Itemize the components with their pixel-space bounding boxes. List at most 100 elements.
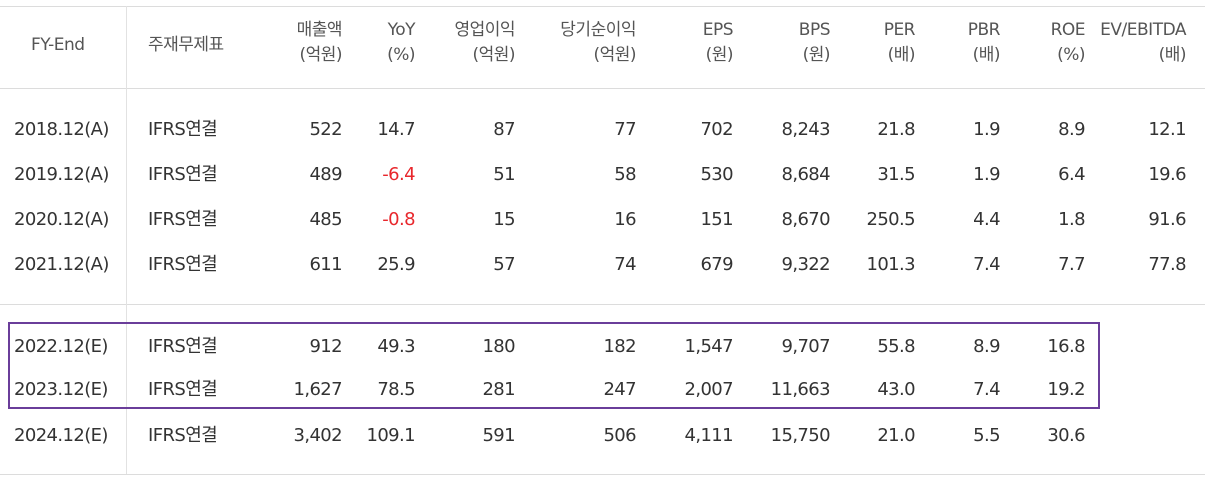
row-bps: 9,322 bbox=[781, 254, 830, 275]
row-per: 31.5 bbox=[877, 164, 915, 185]
header-yoy-unit: (%) bbox=[387, 45, 415, 65]
row-yoy: 25.9 bbox=[377, 254, 415, 275]
row-yoy-negative: -6.4 bbox=[382, 164, 415, 185]
row-per: 43.0 bbox=[877, 379, 915, 400]
header-fy-end-label: FY-End bbox=[31, 35, 85, 55]
row-op-income: 87 bbox=[493, 119, 515, 140]
row-roe: 19.2 bbox=[1047, 379, 1085, 400]
row-statement: IFRS연결 bbox=[148, 336, 218, 357]
row-roe: 30.6 bbox=[1047, 425, 1085, 446]
row-net-income: 58 bbox=[614, 164, 636, 185]
header-eps: EPS (원) bbox=[660, 18, 734, 78]
header-net-income-unit: (억원) bbox=[593, 45, 636, 65]
row-revenue: 912 bbox=[309, 336, 342, 357]
row-statement: IFRS연결 bbox=[148, 254, 218, 275]
row-per: 21.8 bbox=[877, 119, 915, 140]
row-pbr: 1.9 bbox=[973, 164, 1000, 185]
row-pbr: 4.4 bbox=[973, 209, 1000, 230]
row-eps: 679 bbox=[700, 254, 733, 275]
row-pbr: 8.9 bbox=[973, 336, 1000, 357]
row-eps: 4,111 bbox=[684, 425, 733, 446]
table-bottom-rule bbox=[0, 474, 1205, 475]
row-op-income: 591 bbox=[482, 425, 515, 446]
row-roe: 7.7 bbox=[1058, 254, 1085, 275]
header-op-income-unit: (억원) bbox=[472, 45, 515, 65]
row-roe: 6.4 bbox=[1058, 164, 1085, 185]
row-pbr: 7.4 bbox=[973, 254, 1000, 275]
row-ev-ebitda: 12.1 bbox=[1148, 119, 1186, 140]
header-net-income-label: 당기순이익 bbox=[560, 20, 636, 40]
row-revenue: 522 bbox=[309, 119, 342, 140]
header-roe-unit: (%) bbox=[1057, 45, 1085, 65]
row-op-income: 51 bbox=[493, 164, 515, 185]
header-roe-label: ROE bbox=[1050, 20, 1086, 40]
header-ev-ebitda-label: EV/EBITDA bbox=[1100, 20, 1186, 40]
row-statement: IFRS연결 bbox=[148, 164, 218, 185]
header-net-income: 당기순이익 (억원) bbox=[520, 18, 636, 78]
row-statement: IFRS연결 bbox=[148, 119, 218, 140]
row-net-income: 74 bbox=[614, 254, 636, 275]
row-op-income: 180 bbox=[482, 336, 515, 357]
header-per-unit: (배) bbox=[887, 45, 916, 65]
header-bps: BPS (원) bbox=[755, 18, 831, 78]
row-yoy: 109.1 bbox=[366, 425, 415, 446]
header-op-income: 영업이익 (억원) bbox=[420, 18, 515, 78]
row-bps: 9,707 bbox=[781, 336, 830, 357]
row-fy: 2023.12(E) bbox=[14, 379, 108, 400]
row-per: 55.8 bbox=[877, 336, 915, 357]
row-ev-ebitda: 91.6 bbox=[1148, 209, 1186, 230]
row-per: 21.0 bbox=[877, 425, 915, 446]
row-revenue: 3,402 bbox=[293, 425, 342, 446]
header-bps-unit: (원) bbox=[802, 45, 831, 65]
row-ev-ebitda bbox=[1090, 421, 1186, 451]
row-fy: 2024.12(E) bbox=[14, 425, 108, 446]
row-net-income: 77 bbox=[614, 119, 636, 140]
row-ev-ebitda bbox=[1090, 375, 1186, 405]
row-fy: 2022.12(E) bbox=[14, 336, 108, 357]
header-ev-ebitda-unit: (배) bbox=[1158, 45, 1187, 65]
row-bps: 8,243 bbox=[781, 119, 830, 140]
row-pbr: 5.5 bbox=[973, 425, 1000, 446]
row-bps: 8,684 bbox=[781, 164, 830, 185]
row-roe: 16.8 bbox=[1047, 336, 1085, 357]
row-per: 250.5 bbox=[866, 209, 915, 230]
row-ev-ebitda bbox=[1090, 332, 1186, 362]
header-op-income-label: 영업이익 bbox=[454, 20, 515, 40]
header-fy-end: FY-End bbox=[31, 33, 85, 93]
first-column-divider bbox=[126, 6, 127, 474]
row-bps: 8,670 bbox=[781, 209, 830, 230]
row-revenue: 611 bbox=[309, 254, 342, 275]
header-pbr-label: PBR bbox=[967, 20, 1001, 40]
row-statement: IFRS연결 bbox=[148, 379, 218, 400]
header-main-statement-label: 주재무제표 bbox=[148, 35, 224, 55]
row-eps: 2,007 bbox=[684, 379, 733, 400]
header-revenue-label: 매출액 bbox=[296, 20, 343, 40]
row-statement: IFRS연결 bbox=[148, 425, 218, 446]
row-ev-ebitda: 19.6 bbox=[1148, 164, 1186, 185]
header-bottom-rule bbox=[0, 88, 1205, 89]
row-net-income: 247 bbox=[603, 379, 636, 400]
row-revenue: 1,627 bbox=[293, 379, 342, 400]
header-pbr: PBR (배) bbox=[925, 18, 1001, 78]
table-top-rule bbox=[0, 6, 1205, 7]
header-roe: ROE (%) bbox=[1010, 18, 1086, 78]
actual-estimate-divider bbox=[0, 304, 1205, 305]
row-bps: 11,663 bbox=[770, 379, 831, 400]
header-ev-ebitda: EV/EBITDA (배) bbox=[1090, 18, 1186, 78]
row-net-income: 182 bbox=[603, 336, 636, 357]
row-fy: 2020.12(A) bbox=[14, 209, 109, 230]
header-eps-label: EPS bbox=[702, 20, 734, 40]
header-bps-label: BPS bbox=[798, 20, 831, 40]
row-ev-ebitda: 77.8 bbox=[1148, 254, 1186, 275]
row-revenue: 485 bbox=[309, 209, 342, 230]
header-yoy-label: YoY bbox=[387, 20, 416, 40]
row-op-income: 281 bbox=[482, 379, 515, 400]
header-revenue: 매출액 (억원) bbox=[262, 18, 343, 78]
header-per: PER (배) bbox=[840, 18, 916, 78]
row-net-income: 506 bbox=[603, 425, 636, 446]
row-eps: 151 bbox=[700, 209, 733, 230]
row-net-income: 16 bbox=[614, 209, 636, 230]
header-per-label: PER bbox=[883, 20, 916, 40]
row-eps: 530 bbox=[700, 164, 733, 185]
